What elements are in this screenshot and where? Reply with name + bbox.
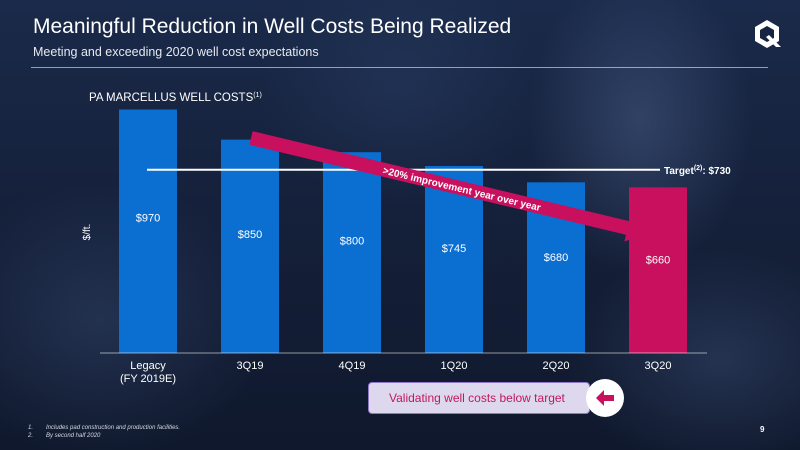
x-tick-sublabel: (FY 2019E) <box>120 373 176 385</box>
callout-text: Validating well costs below target <box>389 391 565 405</box>
title-divider <box>31 67 768 68</box>
bar-value-label: $680 <box>544 252 568 264</box>
improvement-arrow-shape <box>249 131 649 242</box>
x-tick-label: 4Q19 <box>339 360 366 372</box>
x-tick-label: 1Q20 <box>441 360 468 372</box>
target-label: Target(2): $730 <box>664 165 731 177</box>
bar-value-label: $850 <box>238 229 262 241</box>
labels-layer: $970 Legacy(FY 2019E) $850 3Q19 $800 4Q19 $745… <box>120 213 671 385</box>
bar-value-label: $970 <box>136 213 160 225</box>
slide-subtitle: Meeting and exceeding 2020 well cost exp… <box>33 45 319 59</box>
bar-legacy <box>119 109 177 353</box>
footnotes: 1. Includes pad construction and producti… <box>28 424 180 440</box>
chart-title: PA MARCELLUS WELL COSTS(1) <box>89 92 262 104</box>
bar-value-label: $800 <box>340 236 364 248</box>
x-tick-label: 2Q20 <box>543 360 570 372</box>
footnote-1: 1. Includes pad construction and producti… <box>28 425 181 431</box>
x-tick-label: 3Q19 <box>237 360 264 372</box>
bar-3q20 <box>629 187 687 353</box>
bar-3q19 <box>221 139 279 353</box>
return-arrow-icon <box>586 379 624 417</box>
bar-4q19 <box>323 152 381 353</box>
slide-title: Meaningful Reduction in Well Costs Being… <box>33 15 512 38</box>
callout-box: Validating well costs below target <box>368 382 590 414</box>
y-axis-label: $/ft. <box>82 224 93 241</box>
bar-value-label: $745 <box>442 243 466 255</box>
x-tick-label: Legacy <box>130 360 166 372</box>
bar-value-label: $660 <box>646 255 670 267</box>
footnote-2: 2. By second half 2020 <box>28 433 101 439</box>
page-number: 9 <box>760 425 765 434</box>
bars-layer <box>119 109 687 353</box>
x-tick-label: 3Q20 <box>645 360 672 372</box>
company-logo <box>755 20 781 48</box>
chart-title-footnote: (1) <box>253 92 262 99</box>
